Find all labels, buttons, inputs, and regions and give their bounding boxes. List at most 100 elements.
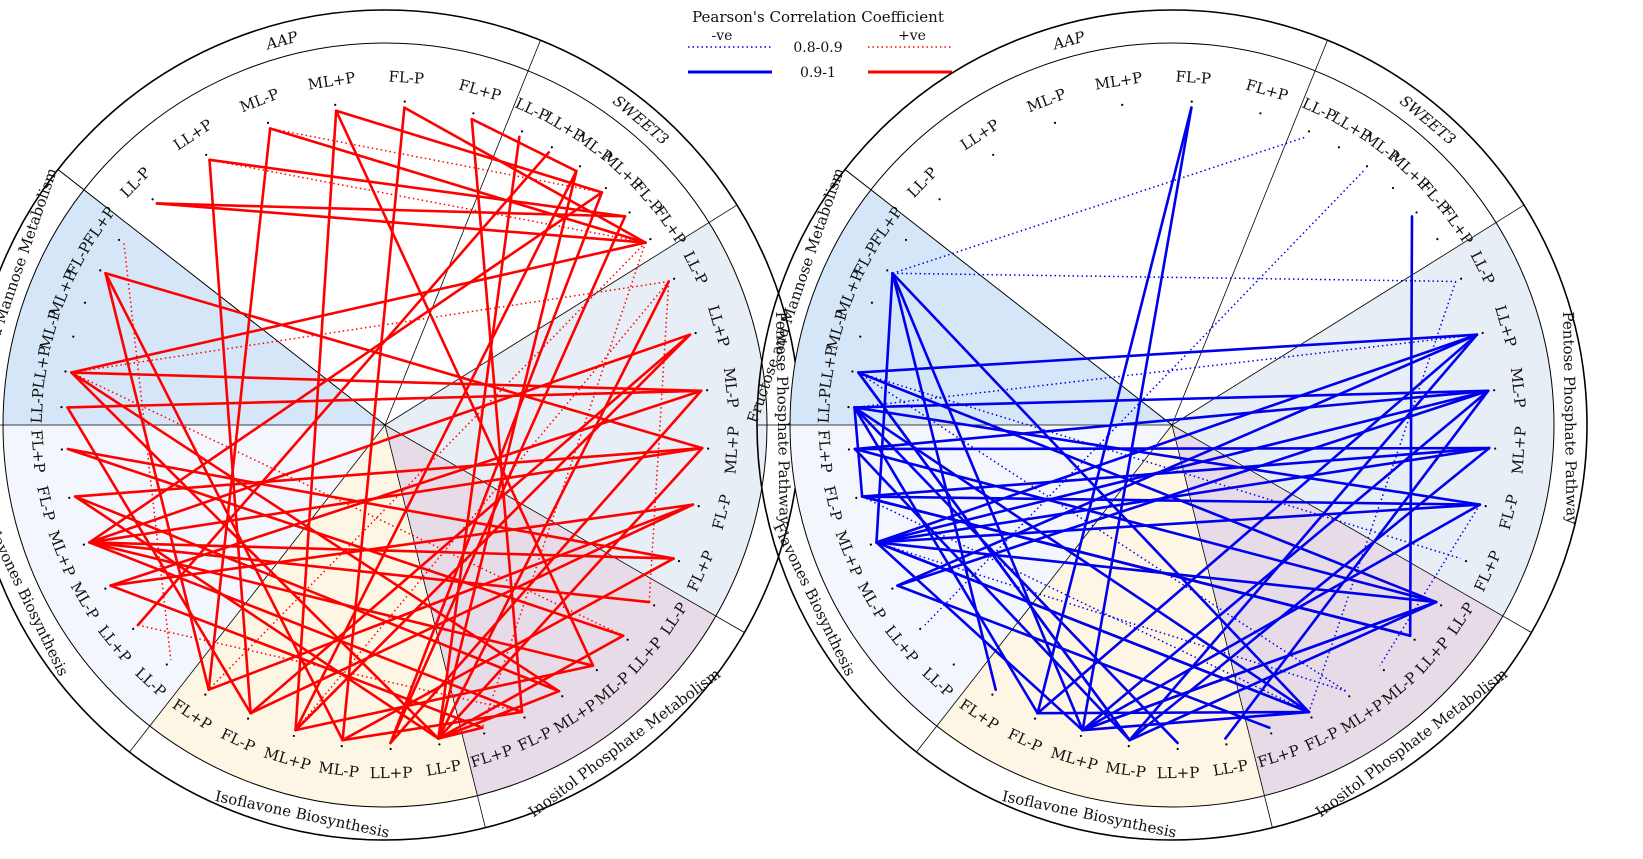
node-dot <box>99 269 102 272</box>
flavone-sample-label: FL+P <box>27 429 48 473</box>
node-dot <box>292 734 295 738</box>
node-dot <box>992 153 995 156</box>
solid-correlation-link <box>88 541 675 560</box>
solid-correlation-link <box>104 271 704 450</box>
dotted-correlation-link <box>892 272 1456 283</box>
isoflavone-sample-label: ML-P <box>1104 758 1147 781</box>
node-dot <box>847 448 851 451</box>
aap-group-label: AAP <box>1049 28 1087 54</box>
solid-correlation-link <box>109 389 703 587</box>
solid-correlation-link <box>155 202 627 218</box>
solid-correlation-link <box>207 503 695 691</box>
node-dot <box>1053 121 1057 124</box>
node-dot <box>891 587 894 590</box>
solid-correlation-link <box>470 117 578 173</box>
node-dot <box>472 112 475 115</box>
node-dot <box>952 663 955 666</box>
node-dot <box>60 406 63 409</box>
node-dot <box>561 695 564 698</box>
solid-correlation-link <box>857 333 1479 374</box>
solid-correlation-link <box>66 447 625 638</box>
node-dot <box>869 543 872 546</box>
solid-correlation-link <box>1081 600 1438 732</box>
solid-correlation-link <box>1036 106 1193 715</box>
isoflavone-sample-label: LL-P <box>425 756 463 780</box>
dotted-correlation-link <box>861 495 1310 713</box>
solid-correlation-link <box>208 158 252 715</box>
solid-correlation-link <box>66 389 703 409</box>
fructose-sample-label: LL-P <box>28 388 48 424</box>
solid-correlation-link <box>853 406 1482 506</box>
solid-correlation-link <box>73 446 704 498</box>
node-dot <box>626 638 629 641</box>
node-dot <box>1382 669 1385 672</box>
isoflavone-sample-label: LL-P <box>1212 756 1250 780</box>
solid-correlation-link <box>437 280 671 740</box>
solid-correlation-link <box>1036 710 1311 715</box>
node-dot <box>483 732 486 735</box>
solid-correlation-link <box>875 541 1311 714</box>
node-dot <box>578 165 582 168</box>
dotted-correlation-link <box>71 280 669 374</box>
dotted-correlation-link <box>208 242 647 691</box>
solid-correlation-link <box>155 202 647 244</box>
solid-correlation-link <box>88 541 524 714</box>
pentose-sample-label: ML+P <box>1508 426 1529 475</box>
pentose-group-label: Pentose Phosphate Pathway <box>772 311 794 525</box>
solid-correlation-link <box>875 333 1479 544</box>
node-dot <box>1365 165 1369 168</box>
pentose-sample-label: ML-P <box>720 367 742 409</box>
node-dot <box>707 447 710 450</box>
isoflavone-sample-label: LL+P <box>1157 764 1200 783</box>
node-dot <box>438 743 441 746</box>
solid-correlation-link <box>1408 215 1414 638</box>
solid-correlation-link <box>70 241 647 374</box>
dotted-correlation-link <box>892 136 1307 274</box>
sector-divider <box>384 204 738 426</box>
sector-divider <box>1171 204 1525 426</box>
legend-positive-label: +ve <box>898 28 926 44</box>
node-dot <box>649 238 652 241</box>
solid-correlation-link <box>389 215 627 745</box>
aap-sector <box>870 43 1316 425</box>
node-dot <box>1190 100 1193 103</box>
pentose-sample-label: ML-P <box>1507 367 1529 409</box>
node-dot <box>855 496 858 499</box>
sector-divider <box>1171 424 1273 828</box>
aap-sample-label: FL-P <box>1175 68 1212 88</box>
node-dot <box>132 627 135 630</box>
solid-correlation-link <box>88 446 704 544</box>
node-dot <box>938 198 941 201</box>
node-dot <box>673 277 676 280</box>
node-dot <box>904 238 908 242</box>
dotted-correlation-link <box>71 371 624 637</box>
node-dot <box>83 301 87 304</box>
fructose-sample-label: LL-P <box>815 388 835 424</box>
node-dot <box>151 198 154 201</box>
solid-correlation-link <box>294 664 595 732</box>
solid-correlation-link <box>1036 333 1479 715</box>
solid-correlation-link <box>853 446 1491 451</box>
legend-range-dotted: 0.8-0.9 <box>793 40 842 56</box>
solid-correlation-link <box>88 541 651 604</box>
dotted-correlation-link <box>209 159 646 244</box>
node-dot <box>523 716 526 719</box>
node-dot <box>1079 734 1082 738</box>
pentose-sector <box>385 222 768 616</box>
isoflavone-sample-label: ML-P <box>317 758 360 781</box>
node-dot <box>60 448 64 451</box>
solid-correlation-link <box>208 158 627 218</box>
solid-correlation-link <box>891 271 1311 714</box>
node-dot <box>653 604 656 607</box>
node-dot <box>1460 277 1463 280</box>
dotted-correlation-link <box>1379 504 1481 666</box>
node-dot <box>72 335 75 338</box>
solid-correlation-link <box>860 495 1412 638</box>
node-dot <box>1337 146 1340 149</box>
node-dot <box>205 153 208 156</box>
legend-negative-label: -ve <box>712 28 733 44</box>
dotted-correlation-link <box>294 280 670 731</box>
